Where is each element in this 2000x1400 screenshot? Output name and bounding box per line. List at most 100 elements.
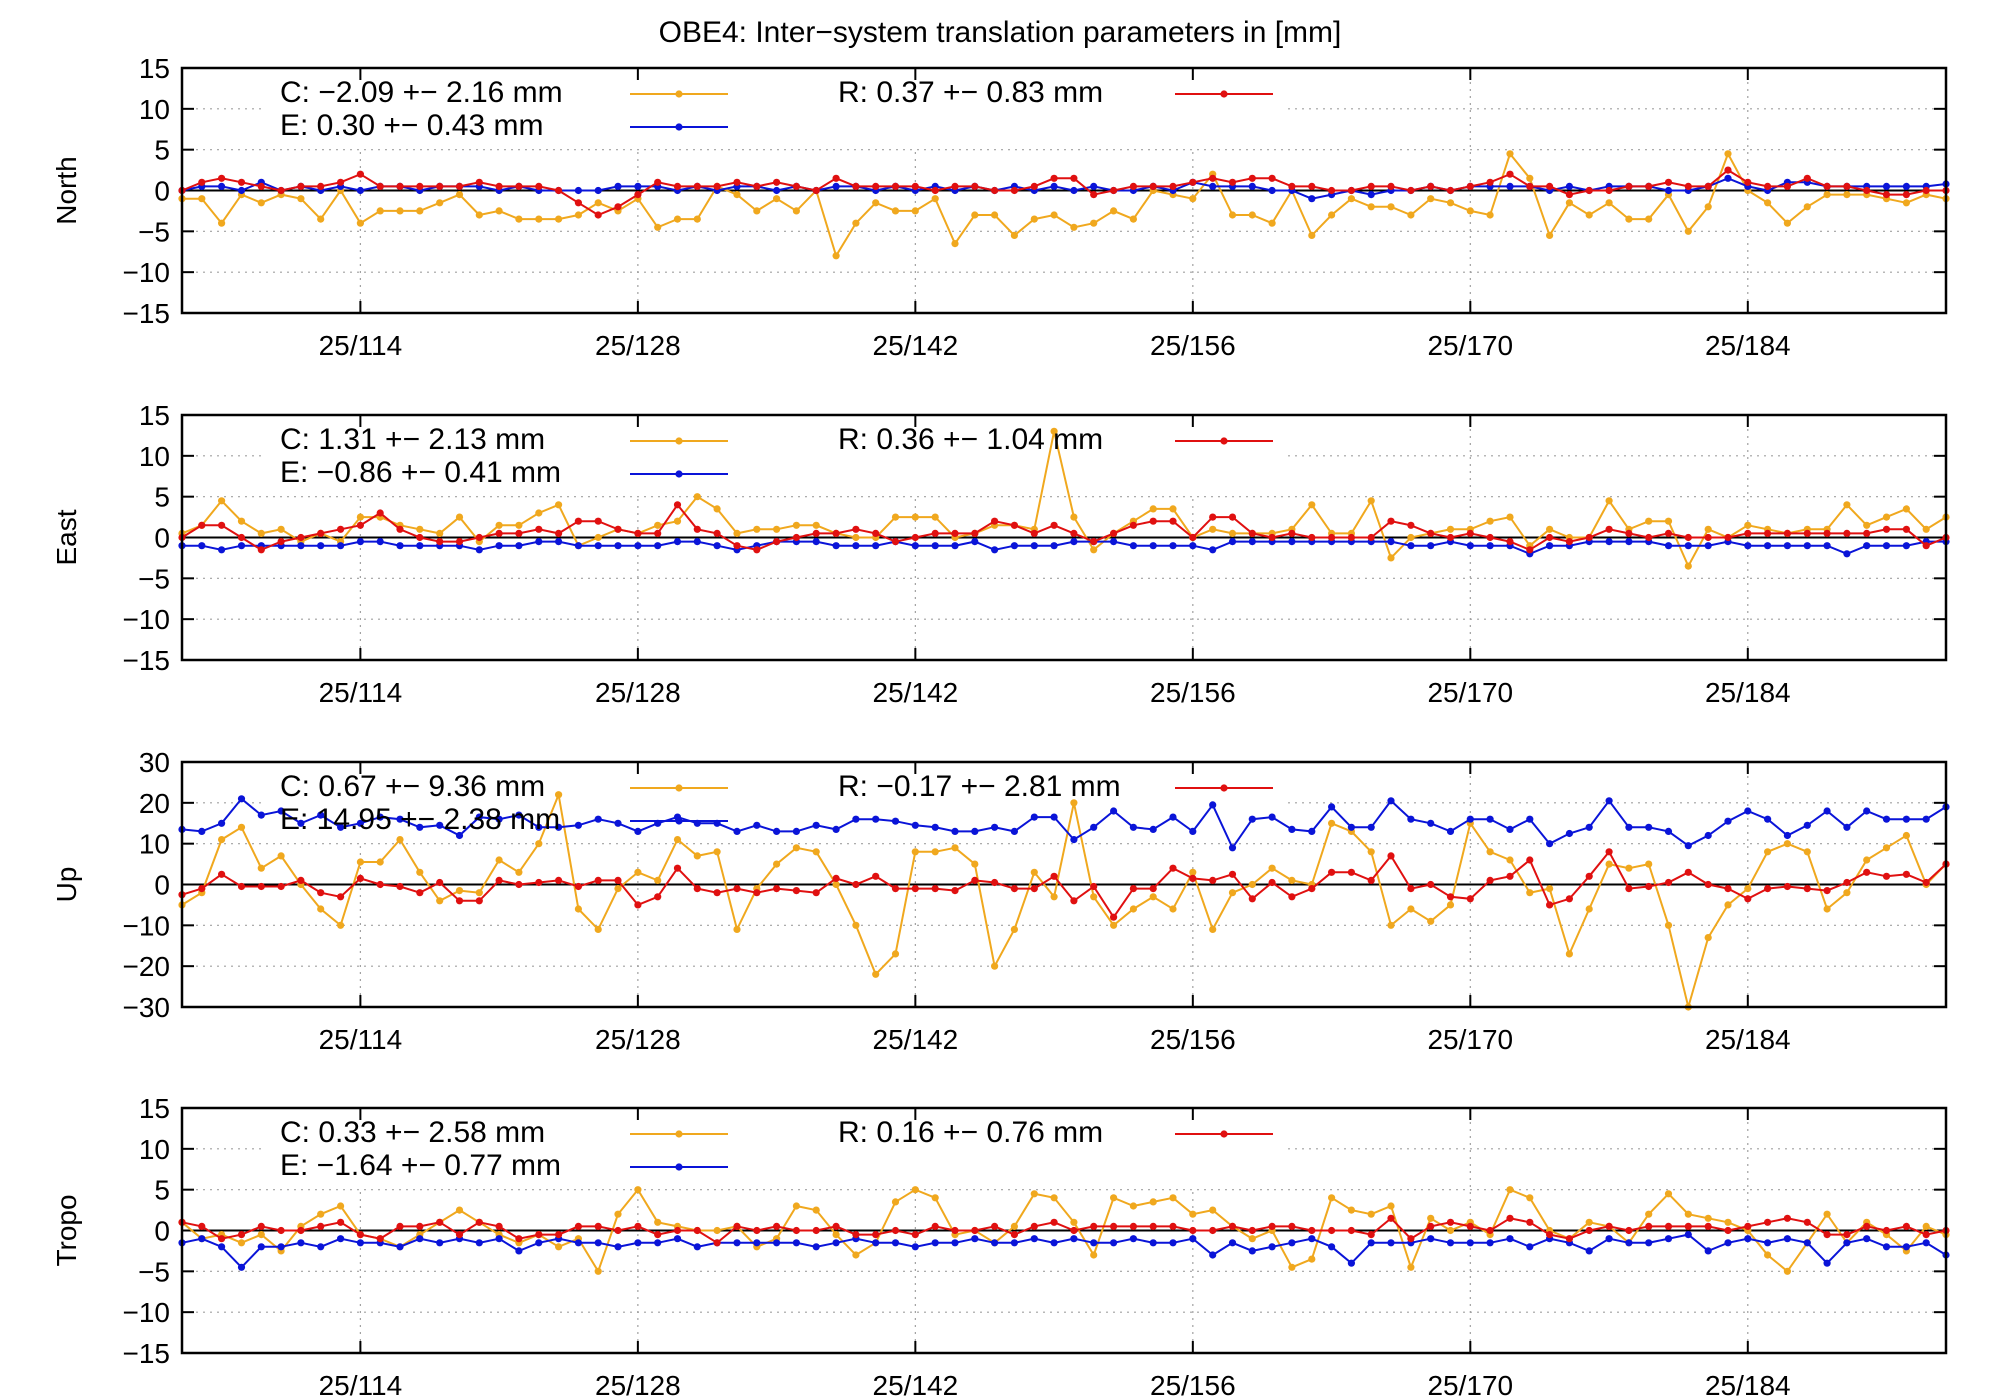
data-point	[1882, 844, 1891, 852]
data-point	[971, 211, 979, 219]
data-point	[1704, 533, 1712, 542]
x-tick-label: 25/114	[319, 677, 403, 708]
data-point	[495, 207, 503, 215]
data-point	[1546, 182, 1554, 190]
data-point	[1724, 1218, 1732, 1226]
data-point	[515, 182, 523, 190]
data-point	[1803, 821, 1811, 829]
data-point	[991, 517, 999, 525]
data-point	[1585, 872, 1593, 880]
data-point	[1090, 1251, 1098, 1259]
data-point	[594, 211, 602, 219]
data-point	[991, 878, 999, 887]
data-point	[1783, 542, 1791, 550]
data-point	[733, 925, 741, 934]
data-point	[911, 821, 919, 829]
data-point	[574, 821, 583, 829]
data-point	[337, 1218, 345, 1226]
legend-label-R: R: 0.36 +− 1.04 mm	[838, 423, 1103, 456]
data-point	[555, 529, 563, 538]
data-point	[277, 1243, 285, 1251]
data-point	[693, 1243, 701, 1251]
data-point	[1625, 1226, 1633, 1235]
series-line	[182, 151, 1947, 259]
data-point	[693, 538, 701, 546]
data-point	[1427, 1222, 1435, 1230]
data-point	[792, 533, 801, 542]
data-point	[1684, 1231, 1692, 1239]
data-point	[376, 880, 384, 889]
data-point	[792, 827, 801, 836]
data-point	[1328, 186, 1336, 195]
data-point	[1764, 815, 1772, 823]
panel-east: 15 10 5 0 −5 −10 −15 25/114 25/128 25/142 25/156 25…	[51, 400, 1950, 708]
data-point	[891, 207, 900, 215]
data-point	[1149, 182, 1157, 190]
legend-marker-E	[675, 1163, 683, 1171]
data-point	[1030, 542, 1038, 550]
data-point	[872, 1239, 880, 1247]
data-point	[852, 219, 860, 227]
data-point	[654, 542, 662, 550]
data-point	[891, 885, 900, 893]
data-point	[475, 1218, 483, 1226]
data-point	[1843, 529, 1851, 538]
data-point	[1506, 170, 1514, 178]
data-point	[1823, 529, 1831, 538]
data-point	[931, 195, 939, 203]
data-point	[1902, 525, 1910, 533]
data-point	[1090, 1239, 1098, 1247]
data-point	[634, 542, 642, 550]
data-point	[1209, 1226, 1217, 1235]
data-point	[1783, 182, 1791, 190]
data-point	[1367, 182, 1375, 190]
data-point	[634, 1186, 642, 1194]
data-point	[376, 182, 384, 190]
data-point	[1427, 1235, 1435, 1243]
data-point	[1664, 178, 1673, 186]
data-point	[1347, 186, 1355, 195]
data-point	[1268, 533, 1276, 542]
data-point	[237, 517, 246, 525]
y-tick-label: 5	[154, 1175, 170, 1206]
data-point	[1149, 1239, 1157, 1247]
data-point	[237, 882, 246, 891]
data-point	[1486, 876, 1494, 885]
y-tick-label: 5	[154, 482, 170, 513]
data-point	[1704, 1247, 1712, 1255]
legend-marker-C	[675, 784, 683, 792]
data-point	[1050, 542, 1058, 550]
data-point	[317, 1222, 325, 1230]
data-point	[634, 827, 642, 836]
data-point	[495, 815, 503, 823]
data-point	[872, 872, 880, 880]
data-point	[673, 864, 682, 872]
data-point	[1546, 1231, 1554, 1239]
data-point	[634, 901, 642, 909]
data-point	[832, 252, 840, 260]
data-point	[1645, 1222, 1653, 1230]
data-point	[356, 874, 364, 883]
data-point	[1645, 517, 1653, 525]
data-point	[634, 182, 642, 190]
data-point	[416, 533, 424, 542]
data-point	[1546, 542, 1554, 550]
data-point	[1268, 174, 1276, 182]
data-point	[654, 1231, 662, 1239]
data-point	[1228, 889, 1237, 897]
data-point	[1010, 542, 1019, 550]
data-point	[951, 827, 959, 836]
data-point	[594, 186, 602, 195]
data-point	[1169, 505, 1177, 513]
series-R	[178, 1214, 1950, 1247]
data-point	[971, 876, 979, 885]
data-point	[1645, 215, 1653, 223]
data-point	[872, 182, 880, 190]
data-point	[1585, 1218, 1593, 1226]
data-point	[1664, 921, 1673, 929]
data-point	[1823, 807, 1831, 815]
data-point	[495, 542, 503, 550]
data-point	[1546, 525, 1554, 533]
data-point	[1605, 797, 1613, 805]
data-point	[614, 525, 622, 533]
